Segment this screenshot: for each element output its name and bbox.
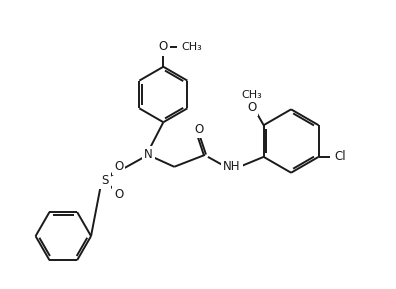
Text: CH₃: CH₃ [181, 42, 202, 52]
Text: Cl: Cl [335, 150, 346, 163]
Text: O: O [194, 123, 204, 136]
Text: O: O [114, 160, 124, 173]
Text: O: O [114, 188, 124, 201]
Text: S: S [101, 174, 109, 187]
Text: CH₃: CH₃ [242, 90, 262, 101]
Text: N: N [144, 148, 153, 161]
Text: O: O [159, 40, 168, 53]
Text: O: O [247, 101, 256, 114]
Text: NH: NH [223, 160, 240, 173]
